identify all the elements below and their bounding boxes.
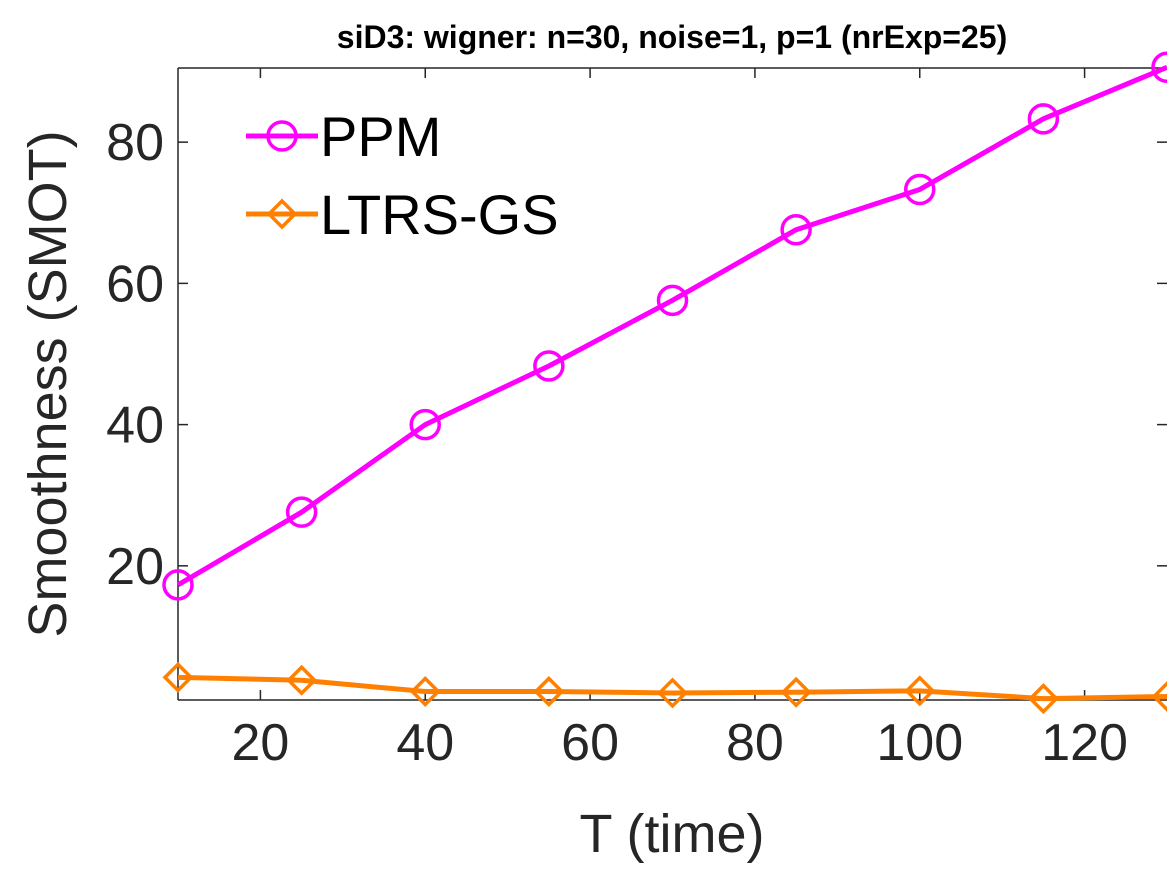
x-tick-label: 100 — [876, 714, 963, 772]
legend-label-ltrs-gs: LTRS-GS — [320, 183, 559, 246]
data-point-ltrs-gs — [162, 661, 194, 693]
axes — [177, 67, 1167, 701]
data-point-ltrs-gs — [1151, 680, 1167, 712]
data-point-ppm — [1151, 51, 1167, 84]
series-ppm — [162, 51, 1167, 601]
data-point-ltrs-gs — [1027, 683, 1059, 715]
series-line-ltrs-gs — [177, 674, 1167, 702]
y-tick-label: 40 — [106, 397, 164, 455]
chart-title: siD3: wigner: n=30, noise=1, p=1 (nrExp=… — [337, 19, 1007, 55]
x-ticks: 20 40 60 80 100 120 — [231, 68, 1128, 772]
data-point-ppm — [1027, 103, 1060, 135]
y-tick-label: 20 — [106, 538, 164, 596]
data-point-ppm — [533, 350, 565, 382]
data-point-ltrs-gs — [409, 676, 441, 708]
legend-item-ltrs-gs: LTRS-GS — [246, 183, 559, 246]
x-tick-label: 80 — [726, 714, 784, 772]
data-point-ppm — [409, 408, 441, 441]
x-tick-label: 20 — [231, 714, 289, 772]
data-point-ppm — [285, 496, 318, 528]
legend-item-ppm: PPM — [246, 105, 441, 168]
legend-marker-ppm — [266, 120, 298, 152]
legend: PPM LTRS-GS — [246, 105, 559, 246]
data-point-ppm — [904, 173, 936, 206]
data-point-ltrs-gs — [657, 677, 688, 709]
x-tick-label: 40 — [396, 714, 454, 772]
x-axis-label: T (time) — [580, 804, 765, 864]
data-point-ltrs-gs — [904, 675, 936, 707]
data-point-ppm — [162, 569, 194, 601]
y-ticks: 20 40 60 80 — [106, 114, 1167, 596]
plot-area — [178, 68, 1167, 700]
y-tick-label: 80 — [106, 114, 164, 172]
x-tick-label: 60 — [561, 714, 619, 772]
legend-marker-ltrs-gs — [266, 198, 298, 230]
series-ltrs-gs — [162, 661, 1167, 715]
series-line-ppm — [176, 64, 1167, 588]
data-point-ltrs-gs — [533, 676, 565, 708]
series-group — [162, 51, 1167, 715]
y-axis-label: Smoothness (SMOT) — [18, 130, 78, 637]
data-point-ppm — [780, 213, 812, 246]
data-point-ltrs-gs — [286, 664, 318, 696]
data-point-ppm — [656, 284, 689, 317]
y-tick-label: 60 — [106, 255, 164, 313]
legend-label-ppm: PPM — [320, 105, 441, 168]
data-point-ltrs-gs — [780, 676, 812, 708]
x-tick-label: 120 — [1041, 714, 1128, 772]
